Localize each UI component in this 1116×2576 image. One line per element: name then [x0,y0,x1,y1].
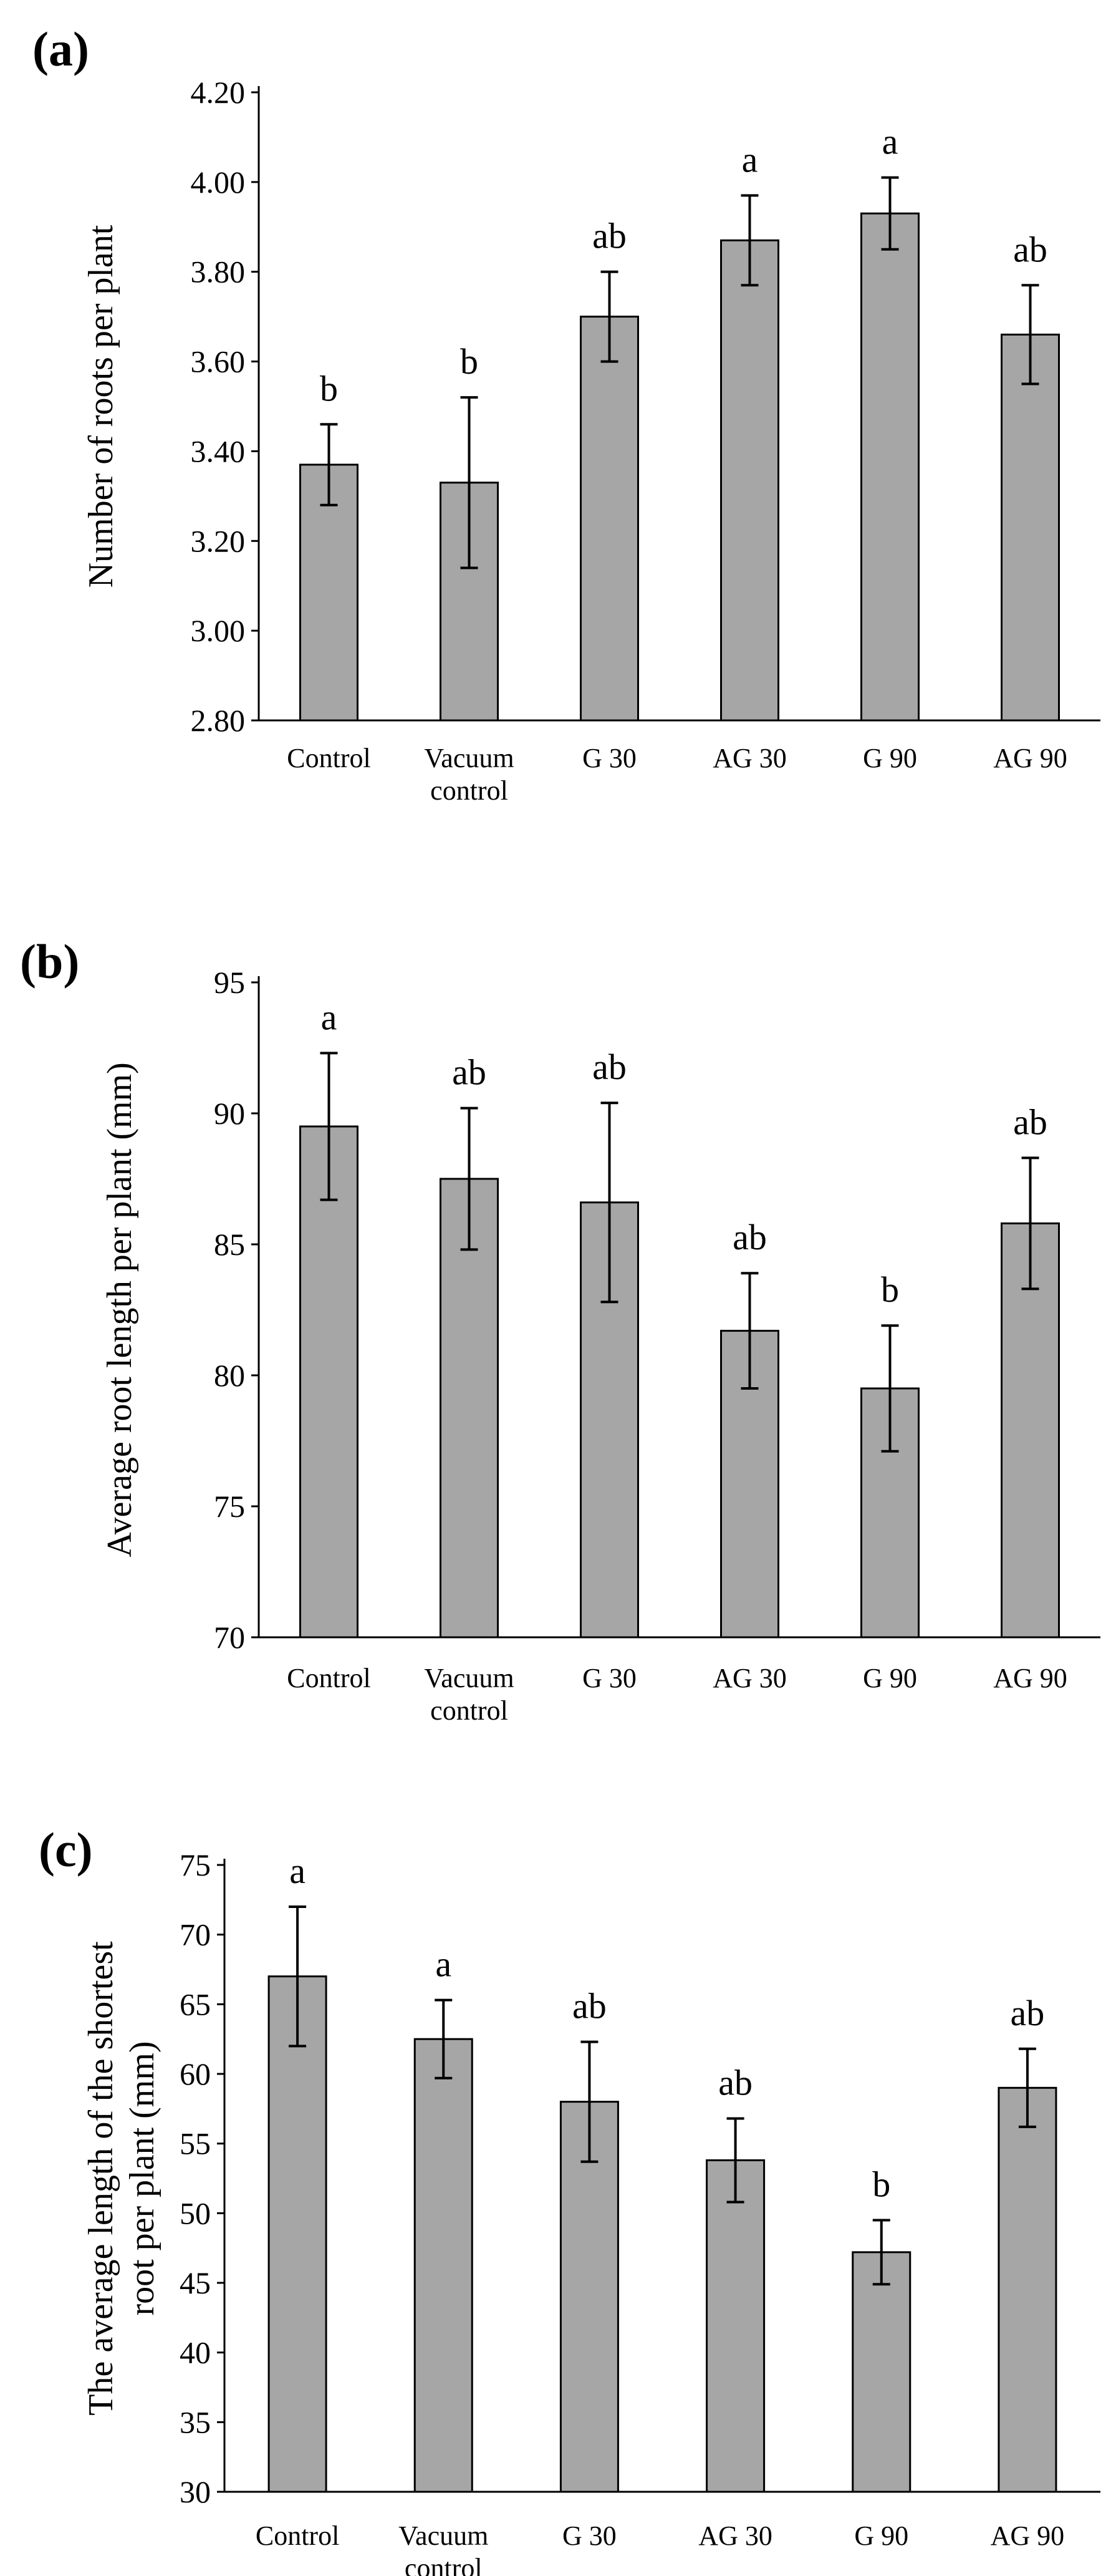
panel-b: (b) Average root length per plant (mm) 70 7… [20,934,1100,1726]
bar [860,212,920,722]
y-tick-label: 3.00 [191,613,246,648]
category-label: Control [287,743,370,773]
category-label: G 30 [582,1663,637,1693]
significance-label: ab [1013,229,1047,269]
category-label: Control [256,2520,339,2551]
category-label: Vacuum [424,743,514,773]
y-axis-title-line: root per plant (mm) [123,2041,161,2315]
y-tick-label: 65 [180,1987,211,2022]
y-tick-label: 80 [214,1358,245,1393]
bar [267,1975,327,2493]
y-tick-label: 70 [214,1620,245,1655]
y-tick-label: 50 [180,2196,211,2230]
significance-label: ab [733,1217,767,1257]
significance-label: a [742,139,758,180]
category-label: AG 90 [993,1663,1067,1693]
category-label: Vacuum [424,1663,514,1693]
bar [299,1125,358,1639]
y-tick-label: 40 [180,2335,211,2370]
significance-label: ab [452,1052,486,1093]
significance-label: b [320,368,338,409]
category-label: G 90 [863,743,917,773]
significance-label: b [881,1269,899,1310]
category-label: control [430,775,508,806]
category-label: G 90 [863,1663,917,1693]
bar [706,2159,766,2493]
bar [1001,333,1060,722]
y-tick-label: 30 [180,2474,211,2509]
significance-label: a [321,997,337,1037]
y-tick-label: 90 [214,1096,245,1131]
category-label: control [405,2553,483,2576]
panel-label: (b) [20,934,79,989]
significance-label: ab [1013,1102,1047,1142]
category-label: Control [287,1663,370,1693]
category-label: G 30 [562,2520,617,2551]
y-tick-label: 3.20 [191,523,246,558]
y-tick-label: 60 [180,2056,211,2091]
significance-label: a [435,1944,451,1985]
significance-label: ab [592,1047,627,1087]
y-tick-label: 35 [180,2404,211,2439]
significance-label: b [872,2164,890,2205]
category-label: AG 30 [698,2520,772,2551]
y-tick-label: 95 [214,965,245,1000]
bar [580,316,639,722]
y-tick-label: 3.80 [191,254,246,289]
y-tick-label: 85 [214,1227,245,1262]
category-label: control [430,1695,508,1726]
bar [413,2038,473,2493]
category-label: AG 90 [993,743,1067,773]
y-axis-title-line: The average length of the shortest [82,1941,120,2416]
significance-label: a [882,122,898,162]
y-tick-label: 75 [180,1847,211,1882]
bar [440,1178,499,1639]
y-axis-title: Average root length per plant (mm) [100,1062,139,1557]
panel-c: (c) The average length of the shortestroo… [39,1823,1100,2576]
significance-label: ab [572,1986,607,2026]
category-label: G 90 [854,2520,908,2551]
y-tick-label: 4.00 [191,165,246,200]
y-tick-label: 55 [180,2126,211,2161]
bar [998,2086,1057,2493]
y-axis-title: Number of roots per plant [82,225,120,588]
bar [720,239,779,722]
category-label: AG 30 [713,743,787,773]
panel-label: (c) [39,1823,93,1877]
panel-a: (a) Number of roots per plant 2.80 3.00 3.20… [32,22,1100,806]
bar [1001,1222,1060,1639]
significance-label: ab [1011,1993,1045,2033]
category-label: AG 30 [713,1663,787,1693]
y-tick-label: 70 [180,1917,211,1952]
bar [852,2251,912,2493]
y-axis-title: The average length of the shortestroot p… [82,1941,161,2416]
panel-label: (a) [32,22,89,76]
significance-label: ab [718,2062,753,2103]
bar [299,463,358,722]
y-tick-label: 2.80 [191,703,246,738]
y-tick-label: 75 [214,1489,245,1524]
y-tick-label: 45 [180,2265,211,2300]
significance-label: b [460,341,478,382]
category-label: AG 90 [991,2520,1065,2551]
category-label: Vacuum [398,2520,488,2551]
category-label: G 30 [582,743,637,773]
y-tick-label: 4.20 [191,75,246,110]
significance-label: a [289,1851,305,1891]
y-tick-label: 3.60 [191,344,246,379]
significance-label: ab [592,216,627,256]
y-tick-label: 3.40 [191,433,246,468]
